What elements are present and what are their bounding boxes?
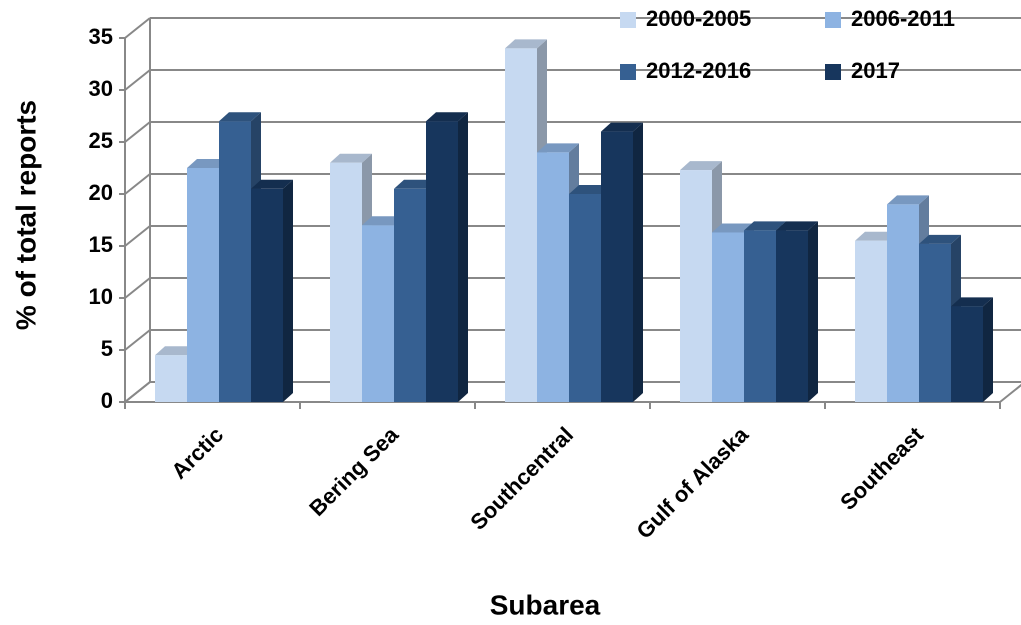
bar-side <box>633 122 643 402</box>
bar-top <box>855 231 897 241</box>
bar-top <box>155 346 197 356</box>
bar <box>155 355 187 402</box>
bar-top <box>776 221 818 231</box>
bar <box>680 170 712 402</box>
bar-top <box>187 159 229 168</box>
y-tick-label: 5 <box>101 336 113 361</box>
bar-top <box>330 153 372 163</box>
legend-label: 2006-2011 <box>851 6 955 31</box>
y-tick-label: 20 <box>89 180 113 205</box>
bar <box>776 230 808 402</box>
bar <box>505 48 537 403</box>
floor-edge <box>999 383 1021 403</box>
bar-top <box>426 112 468 122</box>
y-tick-label: 10 <box>89 284 113 309</box>
bar-top <box>744 221 786 231</box>
bar-top <box>394 179 436 189</box>
bar <box>601 131 633 402</box>
bar-side <box>808 221 818 402</box>
bar-top <box>505 39 547 49</box>
bar <box>712 232 744 402</box>
grid-diagonal <box>124 69 151 91</box>
bar-top <box>951 297 993 307</box>
bar-top <box>569 185 611 194</box>
y-tick-label: 0 <box>101 388 113 413</box>
bar-side <box>458 112 468 402</box>
x-tick-label: Bering Sea <box>304 421 403 520</box>
bar-top <box>537 143 579 153</box>
bar <box>569 194 601 402</box>
legend-swatch <box>825 12 841 28</box>
x-tick-label: Southcentral <box>465 422 578 535</box>
bar <box>219 121 251 402</box>
legend-label: 2000-2005 <box>646 6 751 31</box>
bar <box>394 188 426 402</box>
bar <box>362 225 394 402</box>
y-axis-title: % of total reports <box>10 100 41 330</box>
bar-top <box>680 161 722 171</box>
bar <box>426 121 458 402</box>
x-axis-title: Subarea <box>490 589 601 620</box>
bar <box>251 188 283 402</box>
grid-diagonal <box>124 17 151 39</box>
grid-diagonal <box>124 329 151 351</box>
bar <box>744 230 776 402</box>
y-tick-label: 35 <box>89 24 113 49</box>
bar <box>187 168 219 402</box>
legend-label: 2012-2016 <box>646 58 751 83</box>
y-tick-label: 25 <box>89 128 113 153</box>
legend-swatch <box>620 64 636 80</box>
grid-diagonal <box>124 121 151 143</box>
grid-diagonal <box>124 225 151 247</box>
bar-top <box>601 122 643 132</box>
bar-side <box>983 297 993 402</box>
legend-swatch <box>825 64 841 80</box>
bar <box>330 162 362 402</box>
legend-label: 2017 <box>851 58 900 83</box>
bar-top <box>362 216 404 226</box>
bar-top <box>712 223 754 233</box>
bar-top <box>251 179 293 189</box>
bar <box>537 152 569 402</box>
bar-side <box>283 179 293 402</box>
legend-swatch <box>620 12 636 28</box>
bar <box>887 204 919 402</box>
bar <box>855 240 887 402</box>
grid-diagonal <box>124 381 151 403</box>
x-tick-label: Southeast <box>835 421 928 514</box>
y-tick-label: 15 <box>89 232 113 257</box>
y-tick-label: 30 <box>89 76 113 101</box>
x-tick-label: Arctic <box>166 422 228 484</box>
bar-top <box>887 195 929 205</box>
x-tick-label: Gulf of Alaska <box>631 421 753 543</box>
grid-diagonal <box>124 277 151 299</box>
grid-diagonal <box>124 173 151 195</box>
bar <box>951 306 983 402</box>
bar-top <box>219 112 261 122</box>
bar-top <box>919 234 961 244</box>
bar <box>919 243 951 402</box>
